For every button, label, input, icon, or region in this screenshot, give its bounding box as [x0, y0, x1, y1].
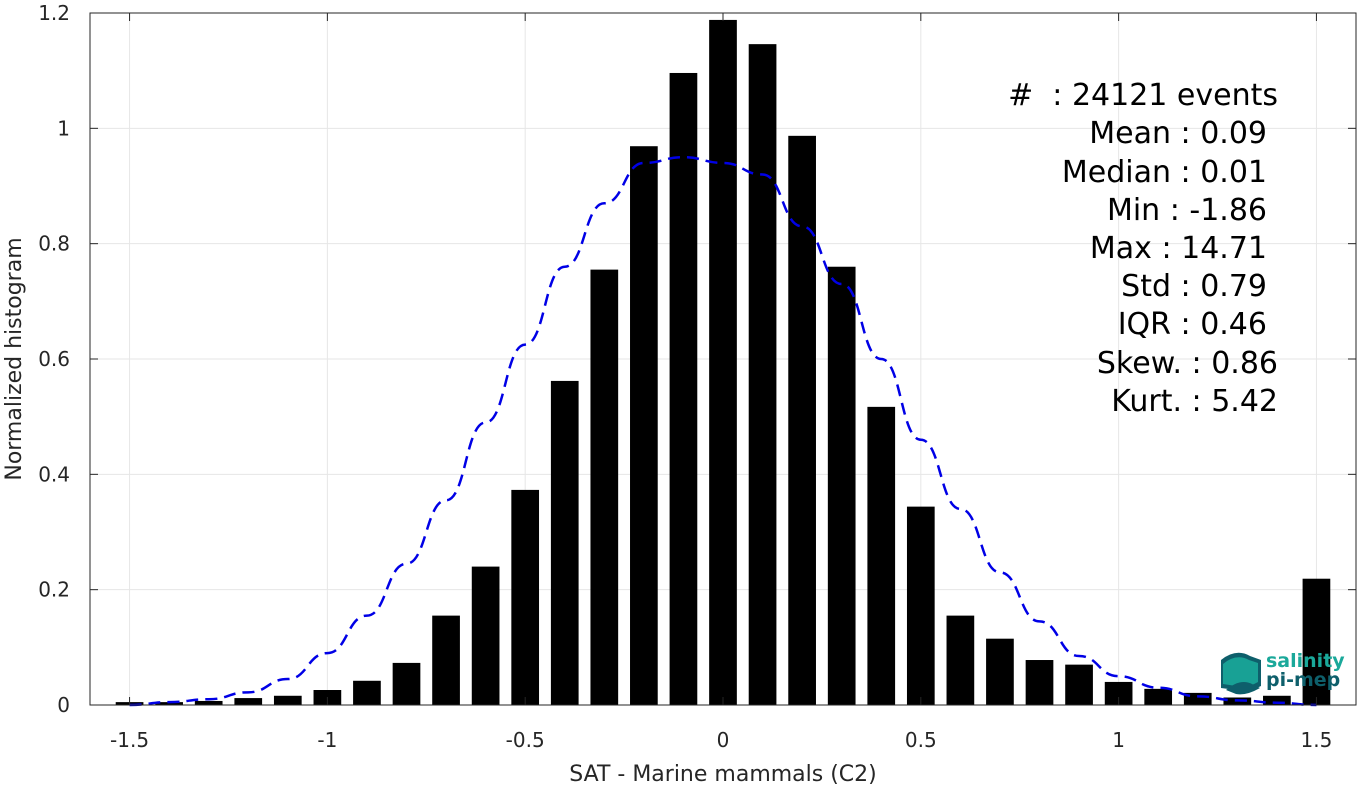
histogram-bar: [353, 680, 381, 705]
logo-line2: pi-mep: [1266, 669, 1340, 691]
y-tick-label: 0.2: [38, 578, 70, 602]
histogram-bar: [748, 44, 777, 705]
y-axis-label: Normalized histogram: [2, 237, 27, 480]
y-tick-label: 1: [57, 116, 70, 140]
x-tick-label: -1: [317, 728, 337, 752]
stats-panel: # : 24121 events Mean : 0.09 Median : 0.…: [1008, 78, 1278, 419]
histogram-bar: [155, 702, 183, 705]
stat-median: Median : 0.01: [1062, 155, 1267, 190]
histogram-bar: [906, 506, 935, 705]
salinity-pimep-logo: salinity pi-mep: [1221, 650, 1345, 695]
histogram-bar: [1065, 664, 1093, 705]
histogram-bar: [471, 566, 500, 705]
stat-min: Min : -1.86: [1107, 193, 1267, 228]
x-tick-label: 0.5: [905, 728, 937, 752]
histogram-bar: [630, 146, 658, 705]
x-tick-label: -0.5: [506, 728, 545, 752]
stat-mean: Mean : 0.09: [1089, 116, 1267, 151]
histogram-bar: [946, 615, 975, 705]
histogram-bar: [827, 266, 856, 705]
histogram-bar: [1104, 681, 1133, 705]
logo-waves-icon: [1221, 652, 1261, 695]
histogram-bar: [709, 19, 737, 706]
stat-kurt: Kurt. : 5.42: [1111, 384, 1278, 419]
histogram-bar: [867, 406, 896, 705]
y-tick-labels: 0 0.2 0.4 0.6 0.8 1 1.2: [38, 1, 70, 717]
histogram-bar: [1025, 660, 1054, 705]
stat-iqr: IQR : 0.46: [1118, 307, 1267, 342]
histogram-bars: [115, 19, 1331, 706]
x-tick-label: 1.5: [1301, 728, 1333, 752]
ticks: [90, 12, 1356, 706]
histogram-bar: [550, 380, 579, 705]
x-tick-label: 1: [1112, 728, 1125, 752]
histogram-bar: [669, 72, 698, 706]
histogram-bar: [234, 698, 263, 705]
y-tick-label: 0.6: [38, 347, 70, 371]
x-tick-labels: -1.5 -1 -0.5 0 0.5 1 1.5: [110, 728, 1332, 752]
histogram-bar: [194, 700, 223, 705]
stat-std: Std : 0.79: [1121, 269, 1267, 304]
y-tick-label: 1.2: [38, 1, 70, 25]
logo-line1: salinity: [1266, 650, 1345, 672]
histogram-bar: [511, 489, 540, 705]
histogram-bar: [986, 638, 1014, 705]
histogram-bar: [590, 269, 619, 705]
x-tick-label: -1.5: [110, 728, 149, 752]
histogram-bar: [432, 615, 460, 705]
histogram-bar: [273, 695, 302, 705]
y-tick-label: 0: [57, 693, 70, 717]
histogram-bar: [1302, 578, 1331, 705]
stat-skew: Skew. : 0.86: [1097, 346, 1278, 381]
y-tick-label: 0.8: [38, 232, 70, 256]
stat-max: Max : 14.71: [1090, 231, 1267, 266]
x-tick-label: 0: [717, 728, 730, 752]
y-tick-label: 0.4: [38, 462, 70, 486]
histogram-bar: [1263, 695, 1291, 705]
histogram-bar: [392, 662, 421, 705]
histogram-bar: [1144, 688, 1173, 705]
x-axis-label: SAT - Marine mammals (C2): [569, 762, 877, 785]
stat-count: # : 24121 events: [1008, 78, 1278, 113]
